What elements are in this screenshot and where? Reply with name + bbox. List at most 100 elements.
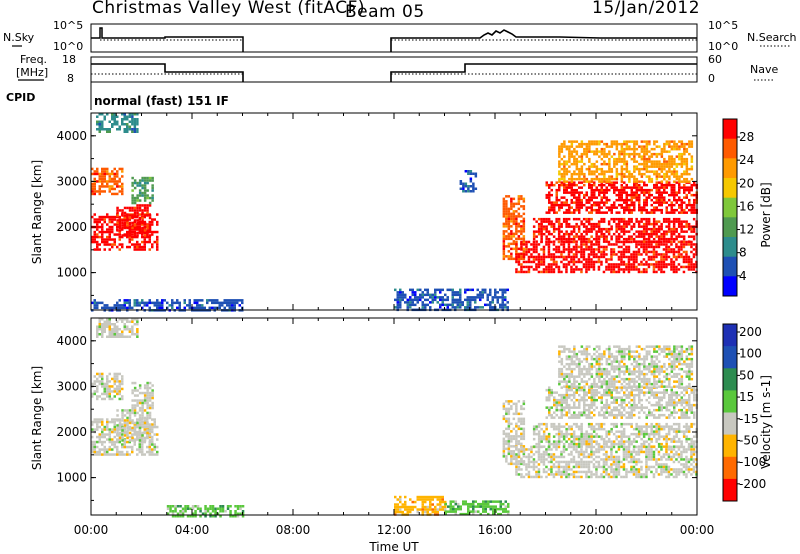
heatmap-cell <box>138 384 142 387</box>
heatmap-cell <box>510 225 513 228</box>
heatmap-cell <box>570 458 573 461</box>
heatmap-cell <box>520 462 523 466</box>
heatmap-cell <box>623 191 626 194</box>
heatmap-cell <box>685 255 688 259</box>
heatmap-cell <box>608 145 611 148</box>
heatmap-cell <box>645 240 648 244</box>
heatmap-cell <box>600 458 603 461</box>
heatmap-cell <box>98 325 101 328</box>
heatmap-cell <box>560 183 563 187</box>
heatmap-cell <box>128 440 131 444</box>
heatmap-cell <box>487 512 490 516</box>
heatmap-cell <box>219 510 222 513</box>
heatmap-cell <box>662 270 666 274</box>
heatmap-cell <box>660 470 663 474</box>
heatmap-cell <box>520 230 523 233</box>
heatmap-cell <box>123 123 126 126</box>
heatmap-cell <box>138 406 142 410</box>
heatmap-cell <box>449 510 452 513</box>
heatmap-cell <box>600 235 603 238</box>
heatmap-cell <box>647 222 651 226</box>
heatmap-cell <box>563 196 566 199</box>
heatmap-cell <box>121 320 124 323</box>
heatmap-cell <box>116 419 119 422</box>
heatmap-cell <box>136 448 139 451</box>
heatmap-cell <box>685 142 689 146</box>
heatmap-cell <box>133 443 136 446</box>
heatmap-cell <box>603 142 606 146</box>
heatmap-cell <box>573 201 576 204</box>
heatmap-cell <box>429 498 432 501</box>
heatmap-cell <box>635 255 638 259</box>
heatmap-cell <box>582 240 586 243</box>
heatmap-cell <box>650 203 653 207</box>
heatmap-cell <box>608 206 611 209</box>
heatmap-cell <box>632 260 636 264</box>
heatmap-cell <box>512 417 516 421</box>
heatmap-cell <box>550 222 553 226</box>
heatmap-cell <box>653 186 656 189</box>
heatmap-cell <box>573 211 576 214</box>
heatmap-cell <box>131 235 134 239</box>
heatmap-cell <box>610 255 613 259</box>
heatmap-cell <box>560 222 563 226</box>
heatmap-cell <box>158 304 161 307</box>
heatmap-cell <box>540 237 543 241</box>
heatmap-cell <box>517 200 521 203</box>
heatmap-cell <box>459 505 462 508</box>
heatmap-cell <box>575 157 579 161</box>
heatmap-cell <box>151 194 154 197</box>
heatmap-cell <box>472 502 475 506</box>
heatmap-cell <box>103 304 106 307</box>
heatmap-cell <box>660 240 663 244</box>
colorbar-segment <box>723 256 737 277</box>
heatmap-cell <box>103 428 106 431</box>
heatmap-cell <box>650 180 654 183</box>
heatmap-cell <box>682 237 686 241</box>
heatmap-cell <box>572 460 576 464</box>
heatmap-cell <box>625 455 628 459</box>
heatmap-cell <box>111 228 114 231</box>
heatmap-cell <box>209 515 212 518</box>
heatmap-cell <box>548 191 551 194</box>
heatmap-cell <box>677 240 681 244</box>
heatmap-cell <box>557 465 561 469</box>
heatmap-cell <box>672 220 676 223</box>
heatmap-cell <box>592 237 596 241</box>
heatmap-cell <box>653 183 656 187</box>
heatmap-cell <box>118 226 122 230</box>
heatmap-cell <box>573 208 576 212</box>
heatmap-cell <box>682 250 686 254</box>
heatmap-cell <box>116 306 119 310</box>
heatmap-cell <box>597 243 601 246</box>
heatmap-cell <box>568 203 571 207</box>
heatmap-cell <box>106 423 109 426</box>
heatmap-cell <box>394 298 397 302</box>
heatmap-cell <box>602 232 606 236</box>
heatmap-cell <box>550 253 553 256</box>
heatmap-cell <box>121 175 124 178</box>
heatmap-cell <box>558 172 561 176</box>
heatmap-cell <box>126 299 129 302</box>
heatmap-cell <box>522 270 526 274</box>
heatmap-cell <box>563 211 566 214</box>
heatmap-cell <box>605 155 609 158</box>
heatmap-cell <box>642 270 646 274</box>
heatmap-cell <box>555 255 558 259</box>
heatmap-cell <box>675 175 679 178</box>
heatmap-cell <box>143 428 146 431</box>
heatmap-cell <box>133 123 137 126</box>
heatmap-cell <box>527 258 531 261</box>
heatmap-cell <box>106 128 109 131</box>
heatmap-cell <box>552 235 556 238</box>
heatmap-cell <box>143 234 147 237</box>
heatmap-cell <box>580 240 583 243</box>
heatmap-cell <box>613 157 616 161</box>
heatmap-cell <box>505 212 508 216</box>
heatmap-cell <box>510 400 513 403</box>
heatmap-cell <box>507 442 511 446</box>
heatmap-cell <box>111 180 114 183</box>
heatmap-cell <box>545 225 548 228</box>
heatmap-cell <box>209 512 212 515</box>
heatmap-cell <box>647 227 651 231</box>
